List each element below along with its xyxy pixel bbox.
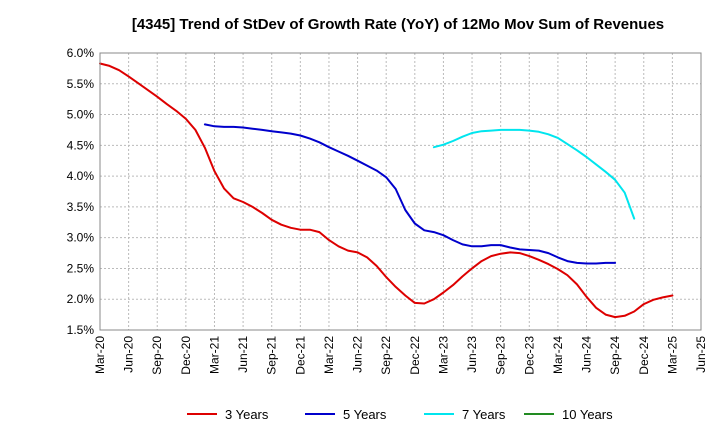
x-tick-label: Dec-20 — [179, 336, 193, 375]
series-line-3-years — [99, 62, 674, 319]
y-tick-label: 4.5% — [67, 138, 95, 152]
x-tick-label: Mar-22 — [322, 336, 336, 374]
x-axis: Mar-20 Jun-20 Sep-20 Dec-20 Mar-21 Jun-21 Sep-… — [93, 336, 708, 375]
legend-label-3-years: 3 Years — [225, 407, 269, 422]
y-tick-label: 5.5% — [67, 77, 95, 91]
y-tick-label: 2.0% — [67, 292, 95, 306]
series-layer — [99, 62, 674, 319]
x-tick-label: Jun-21 — [236, 336, 250, 373]
y-tick-label: 5.0% — [67, 108, 95, 122]
y-tick-label: 1.5% — [67, 323, 95, 337]
legend: 3 Years 5 Years 7 Years 10 Years — [187, 407, 613, 422]
x-tick-label: Sep-21 — [265, 336, 279, 375]
x-tick-label: Dec-21 — [293, 336, 307, 375]
x-tick-label: Mar-25 — [665, 336, 679, 374]
x-tick-label: Jun-25 — [694, 336, 708, 373]
x-tick-label: Sep-22 — [379, 336, 393, 375]
x-tick-label: Mar-21 — [207, 336, 221, 374]
series-line-5-years — [203, 123, 617, 265]
y-tick-label: 4.0% — [67, 169, 95, 183]
x-tick-label: Sep-20 — [150, 336, 164, 375]
y-axis: 1.5% 2.0% 2.5% 3.0% 3.5% 4.0% 4.5% 5.0% 5.5% 6.0% — [67, 46, 95, 337]
x-tick-label: Jun-24 — [580, 336, 594, 373]
y-tick-label: 2.5% — [67, 261, 95, 275]
legend-label-5-years: 5 Years — [343, 407, 387, 422]
plot-area-frame — [99, 52, 702, 331]
x-tick-label: Jun-23 — [465, 336, 479, 373]
x-tick-label: Dec-23 — [522, 336, 536, 375]
x-tick-label: Sep-24 — [608, 336, 622, 375]
series-line-7-years — [432, 128, 636, 220]
legend-label-7-years: 7 Years — [462, 407, 506, 422]
x-tick-label: Jun-22 — [351, 336, 365, 373]
chart-title: [4345] Trend of StDev of Growth Rate (Yo… — [132, 16, 664, 33]
legend-label-10-years: 10 Years — [562, 407, 613, 422]
x-tick-label: Mar-23 — [436, 336, 450, 374]
y-tick-label: 3.0% — [67, 231, 95, 245]
x-tick-label: Jun-20 — [122, 336, 136, 373]
x-tick-label: Dec-24 — [637, 336, 651, 375]
y-tick-label: 3.5% — [67, 200, 95, 214]
x-tick-label: Sep-23 — [494, 336, 508, 375]
y-tick-label: 6.0% — [67, 46, 95, 60]
x-tick-label: Dec-22 — [408, 336, 422, 375]
x-tick-label: Mar-24 — [551, 336, 565, 374]
x-tick-label: Mar-20 — [93, 336, 107, 374]
